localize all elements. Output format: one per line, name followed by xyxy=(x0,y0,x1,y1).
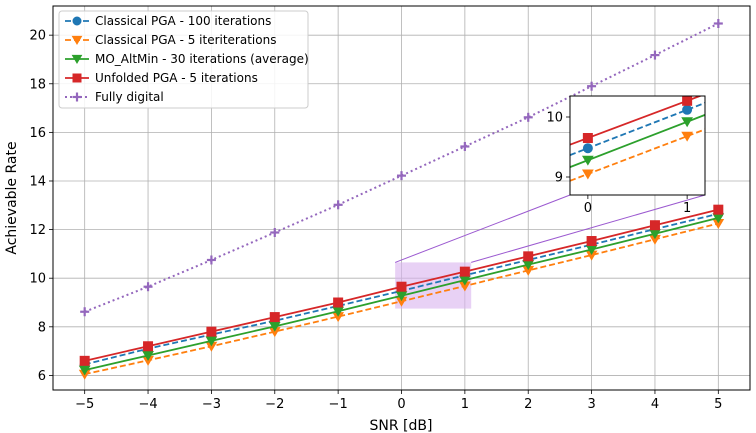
series-unfolded-pga-5-iterations xyxy=(79,204,724,366)
inset-data-point-classical-pga-100-iterations-0 xyxy=(582,143,593,154)
x-tick-label-0: −5 xyxy=(75,397,94,412)
y-tick-label-4: 14 xyxy=(29,174,46,189)
y-tick-label-0: 6 xyxy=(38,369,46,384)
data-point-fully-digital-3 xyxy=(270,228,280,238)
x-tick-label-3: −2 xyxy=(265,397,284,412)
y-tick-label-2: 10 xyxy=(29,272,46,287)
series-mo-altmin-30-iterations-average xyxy=(78,213,725,376)
data-point-fully-digital-7 xyxy=(523,112,533,122)
connector-line-left xyxy=(394,194,571,263)
inset-ticks: 0 1 9 10 xyxy=(546,111,691,217)
legend: Classical PGA - 100 iterations Classical … xyxy=(58,10,309,109)
x-tick-label-6: 1 xyxy=(461,397,469,412)
data-point-unfolded-pga-5-iterations-1 xyxy=(143,341,154,352)
data-point-unfolded-pga-5-iterations-7 xyxy=(523,251,534,262)
zoom-connector-lines xyxy=(394,194,706,263)
inset-x-tick-label-1: 1 xyxy=(683,201,691,216)
y-tick-label-6: 18 xyxy=(29,77,46,92)
x-tick-label-2: −3 xyxy=(202,397,221,412)
inset-series-line-classical-pga-5-iteriterations xyxy=(570,128,705,182)
legend-entry-unfolded-pga-5-iterations: Unfolded PGA - 5 iterations xyxy=(65,71,258,85)
inset-data-point-classical-pga-5-iteriterations-1 xyxy=(681,131,694,142)
data-point-fully-digital-4 xyxy=(333,200,343,210)
main-series xyxy=(78,18,725,380)
legend-marker-classical-pga-5-iteriterations xyxy=(71,35,83,46)
data-point-fully-digital-9 xyxy=(650,50,660,60)
inset-data-point-classical-pga-5-iteriterations-0 xyxy=(581,169,594,180)
legend-label-fully-digital: Fully digital xyxy=(95,90,164,104)
legend-marker-mo-altmin-30-iterations-average xyxy=(71,54,83,65)
legend-marker-fully-digital xyxy=(72,92,82,102)
legend-entry-mo-altmin-30-iterations-average: MO_AltMin - 30 iterations (average) xyxy=(65,52,309,66)
data-point-unfolded-pga-5-iterations-0 xyxy=(79,355,90,366)
y-tick-label-7: 20 xyxy=(29,29,46,44)
data-point-unfolded-pga-5-iterations-6 xyxy=(459,266,470,277)
x-tick-label-1: −4 xyxy=(138,397,157,412)
x-tick-label-5: 0 xyxy=(397,397,405,412)
legend-entry-classical-pga-5-iteriterations: Classical PGA - 5 iteriterations xyxy=(65,33,276,47)
legend-entry-fully-digital: Fully digital xyxy=(65,90,164,104)
data-point-fully-digital-5 xyxy=(397,171,406,181)
data-point-mo-altmin-30-iterations-average-2 xyxy=(205,336,218,347)
data-point-fully-digital-8 xyxy=(587,81,597,91)
data-point-fully-digital-6 xyxy=(460,141,470,151)
inset-data-point-mo-altmin-30-iterations-average-1 xyxy=(681,117,694,128)
inset-data-point-classical-pga-100-iterations-1 xyxy=(682,104,693,115)
data-point-unfolded-pga-5-iterations-5 xyxy=(396,281,407,292)
legend-entry-classical-pga-100-iterations: Classical PGA - 100 iterations xyxy=(65,14,271,28)
inset-y-tick-label-1: 10 xyxy=(546,111,563,126)
inset-series-mo-altmin-30-iterations-average xyxy=(570,114,705,168)
data-point-fully-digital-0 xyxy=(80,307,90,317)
x-axis-label: SNR [dB] xyxy=(370,418,433,433)
inset-series-classical-pga-5-iteriterations xyxy=(570,128,705,182)
inset-frame xyxy=(569,95,706,196)
y-tick-label-5: 16 xyxy=(29,126,46,141)
inset-zoom: 0 1 9 10 xyxy=(546,95,706,217)
legend-marker-unfolded-pga-5-iterations xyxy=(72,73,82,83)
data-point-mo-altmin-30-iterations-average-1 xyxy=(142,350,154,361)
legend-marker-classical-pga-100-iterations xyxy=(72,16,82,26)
inset-data-point-mo-altmin-30-iterations-average-0 xyxy=(581,155,594,166)
data-point-fully-digital-2 xyxy=(206,255,216,265)
legend-label-unfolded-pga-5-iterations: Unfolded PGA - 5 iterations xyxy=(95,71,258,85)
data-point-fully-digital-1 xyxy=(143,282,153,292)
x-tick-label-9: 4 xyxy=(651,397,659,412)
data-point-unfolded-pga-5-iterations-9 xyxy=(649,220,660,231)
connector-line-right xyxy=(471,194,706,263)
x-tick-label-10: 5 xyxy=(714,397,722,412)
inset-series-line-mo-altmin-30-iterations-average xyxy=(570,114,705,168)
inset-y-tick-label-0: 9 xyxy=(555,171,563,186)
y-tick-label-1: 8 xyxy=(38,320,46,335)
inset-data-point-unfolded-pga-5-iterations-1 xyxy=(682,96,693,106)
x-tick-label-7: 2 xyxy=(524,397,532,412)
x-tick-label-8: 3 xyxy=(587,397,595,412)
data-point-unfolded-pga-5-iterations-3 xyxy=(269,312,280,323)
data-point-mo-altmin-30-iterations-average-3 xyxy=(268,321,281,332)
x-tick-label-4: −1 xyxy=(329,397,348,412)
y-axis-label: Achievable Rate xyxy=(4,141,20,254)
y-tick-label-3: 12 xyxy=(29,223,46,238)
inset-data-point-unfolded-pga-5-iterations-0 xyxy=(582,133,593,143)
data-point-unfolded-pga-5-iterations-10 xyxy=(713,204,724,215)
data-point-unfolded-pga-5-iterations-8 xyxy=(586,236,597,247)
legend-box xyxy=(58,10,309,109)
data-point-unfolded-pga-5-iterations-2 xyxy=(206,326,217,337)
data-point-unfolded-pga-5-iterations-4 xyxy=(333,297,344,308)
legend-label-classical-pga-100-iterations: Classical PGA - 100 iterations xyxy=(95,14,271,28)
inset-series xyxy=(570,96,705,182)
legend-label-classical-pga-5-iteriterations: Classical PGA - 5 iteriterations xyxy=(95,33,276,47)
inset-series-classical-pga-100-iterations xyxy=(570,102,705,156)
inset-x-tick-label-0: 0 xyxy=(584,201,592,216)
legend-label-mo-altmin-30-iterations-average: MO_AltMin - 30 iterations (average) xyxy=(95,52,309,66)
series-fully-digital xyxy=(80,18,723,317)
data-point-mo-altmin-30-iterations-average-0 xyxy=(78,365,91,376)
data-point-fully-digital-10 xyxy=(713,18,723,28)
